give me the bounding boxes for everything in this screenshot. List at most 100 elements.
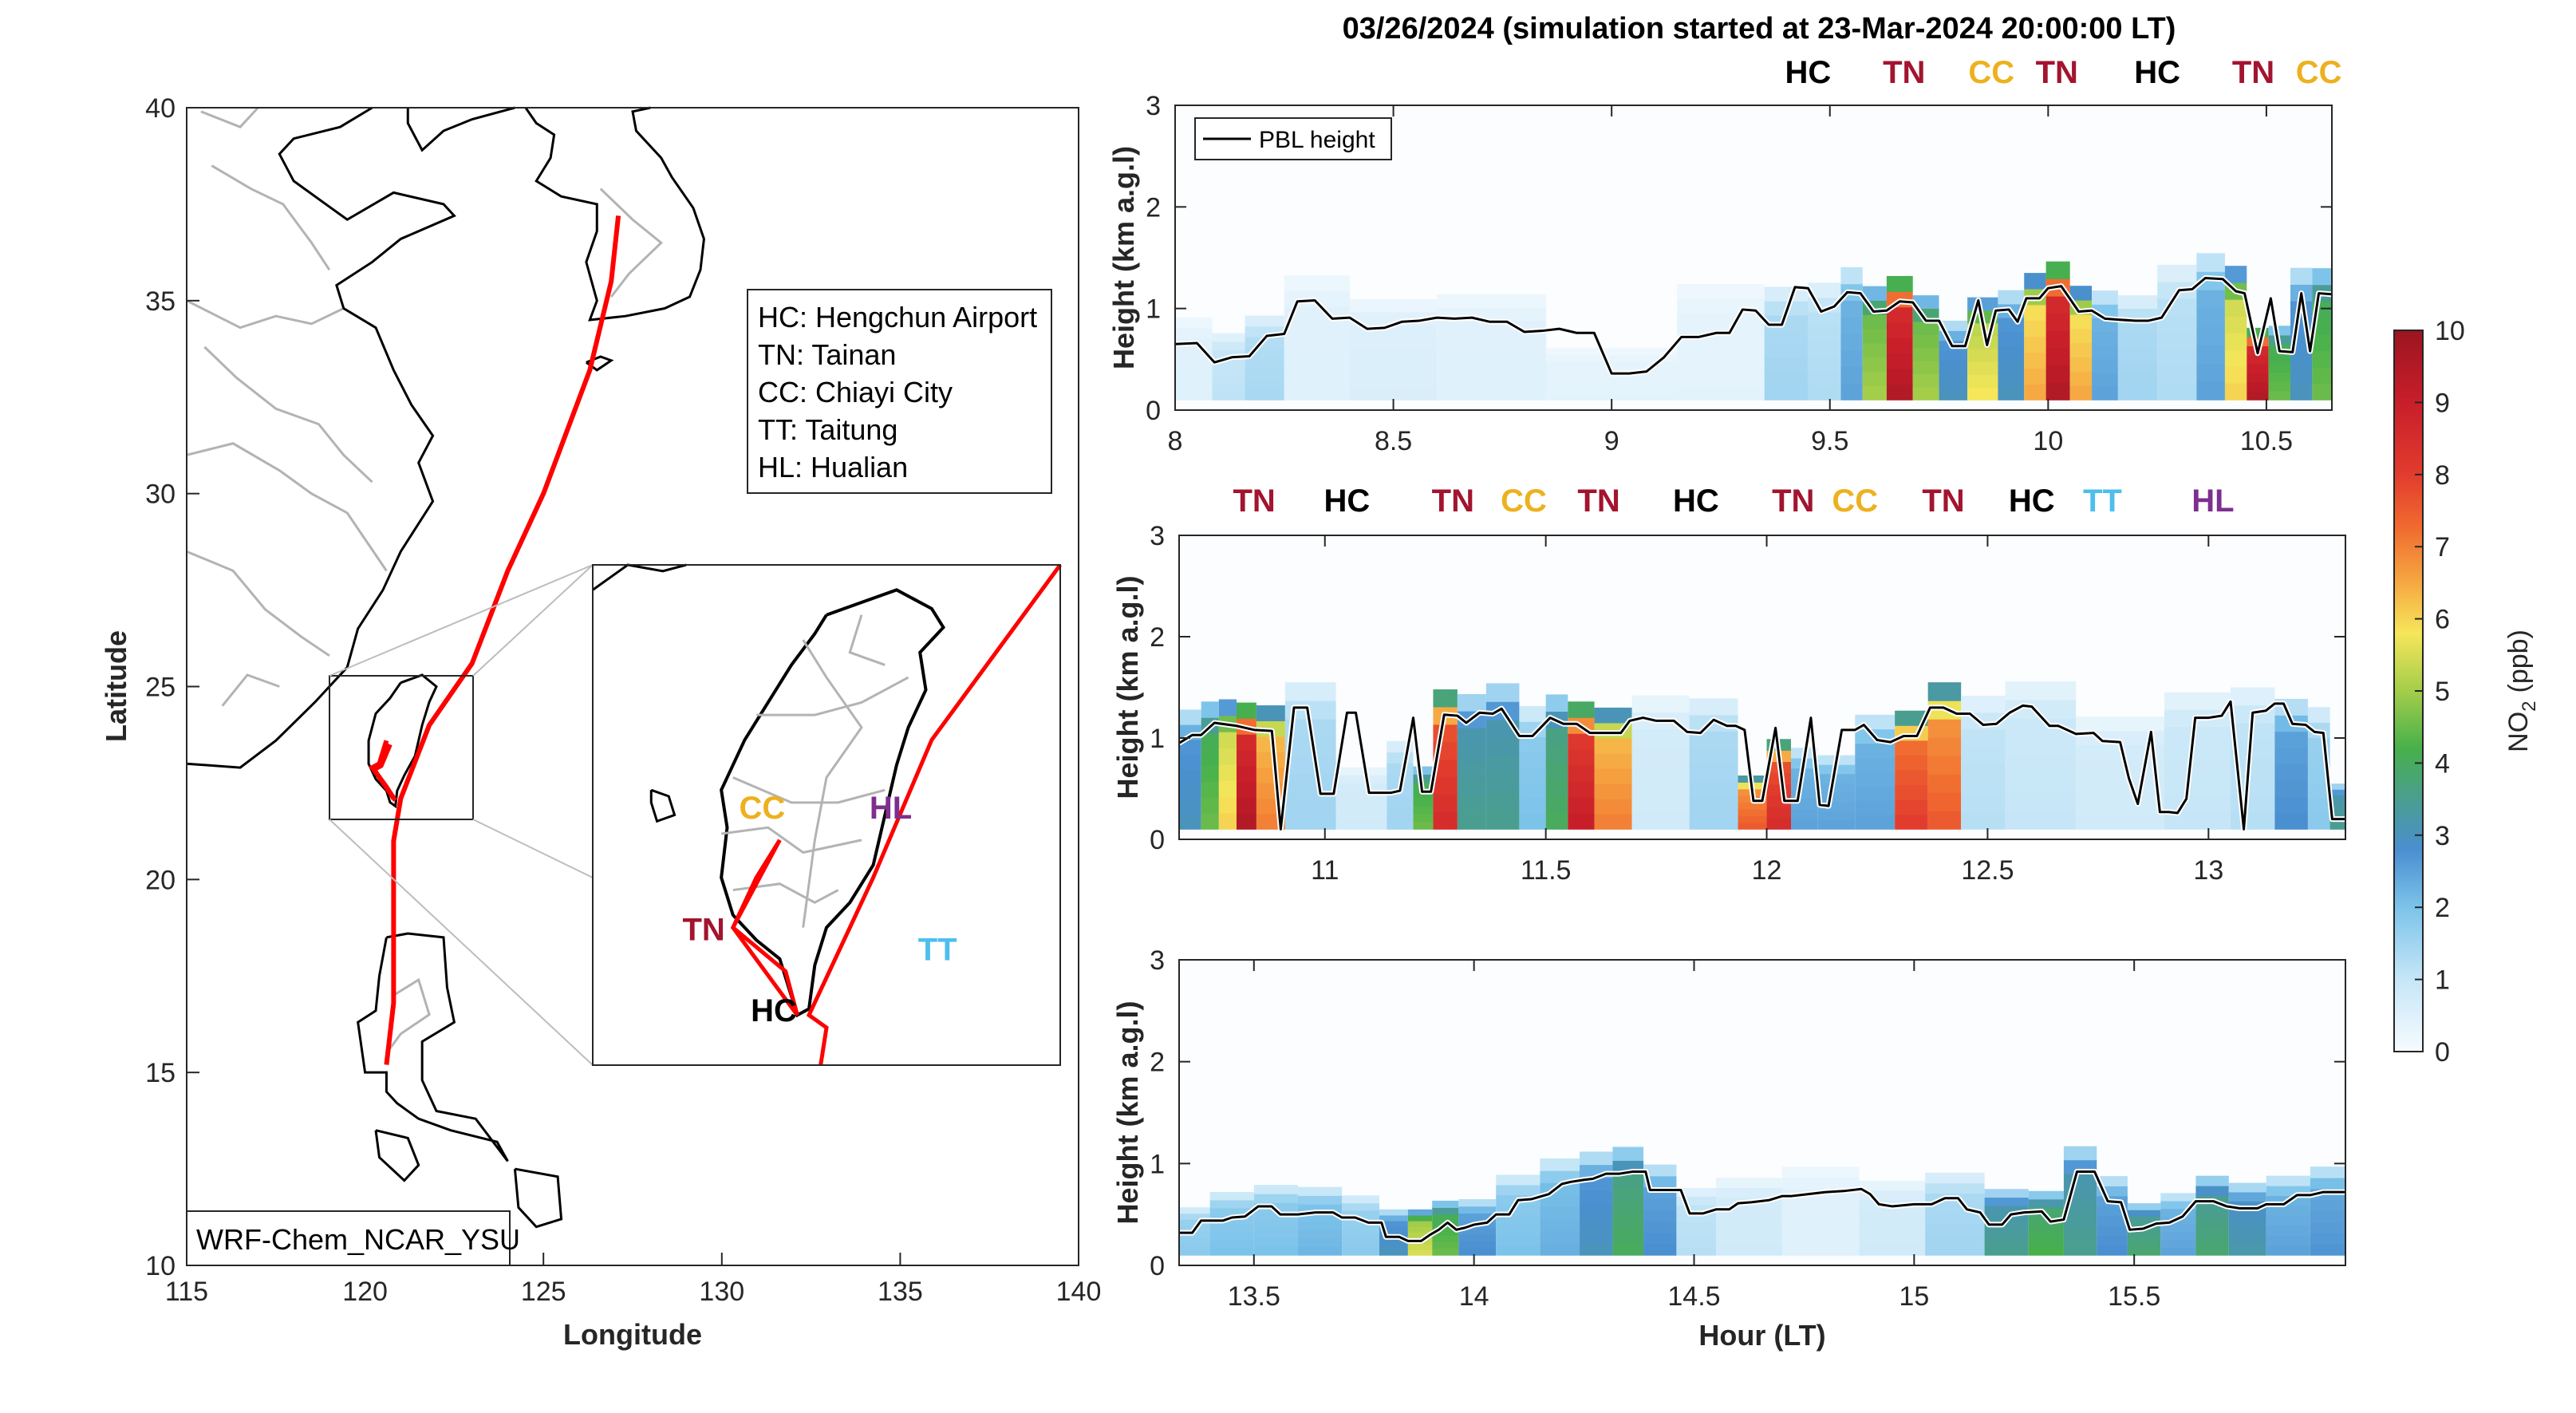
no2-cell [1342, 1225, 1380, 1233]
no2-cell [1716, 1216, 1782, 1227]
no2-cell [1840, 334, 1863, 351]
no2-cell [1689, 747, 1738, 764]
no2-cell [1413, 813, 1434, 822]
no2-cell [1457, 744, 1486, 763]
colorbar-label-main: NO [2503, 712, 2534, 752]
no2-cell [1738, 815, 1767, 823]
no2-cell [1342, 1233, 1380, 1241]
colorbar-tick-label: 1 [2435, 965, 2450, 996]
x-tick-label: 13 [2193, 855, 2223, 886]
no2-cell [1927, 792, 1962, 811]
no2-cell [1496, 1184, 1540, 1196]
no2-cell [2097, 1206, 2128, 1217]
no2-cell [2196, 363, 2225, 382]
no2-cell [1939, 389, 1968, 401]
no2-cell [1349, 361, 1438, 376]
no2-cell [1594, 707, 1632, 724]
no2-cell [1179, 1213, 1210, 1220]
no2-cell [1840, 300, 1863, 318]
map-x-tick-label: 125 [521, 1277, 566, 1307]
no2-cell [1677, 313, 1765, 329]
no2-cell [1387, 763, 1414, 775]
no2-cell [1437, 347, 1547, 361]
map-y-tick-label: 10 [145, 1251, 176, 1281]
no2-cell [2231, 687, 2275, 706]
no2-cell [2228, 1218, 2266, 1229]
no2-cell [1689, 698, 1738, 716]
no2-cell [1967, 361, 1998, 375]
no2-cell [2164, 726, 2231, 744]
no2-cell [2157, 332, 2197, 350]
no2-cell [1676, 1187, 1717, 1198]
no2-cell [1967, 374, 1998, 388]
no2-cell [1179, 739, 1201, 756]
no2-cell [1201, 765, 1219, 782]
site-label-cc: CC [1832, 483, 1878, 519]
no2-cell [2164, 811, 2231, 830]
no2-cell [1297, 1221, 1343, 1230]
no2-cell [2045, 348, 2070, 366]
no2-cell [1676, 1213, 1717, 1222]
no2-cell [2307, 799, 2330, 815]
y-tick-label: 2 [1146, 192, 1161, 223]
no2-cell [2028, 1206, 2064, 1216]
no2-cell [2063, 1146, 2097, 1161]
no2-cell [1335, 806, 1387, 815]
coastline-luzon [357, 932, 509, 1162]
no2-cell [2164, 744, 2231, 762]
no2-cell [1342, 1247, 1380, 1256]
no2-cell [1457, 761, 1486, 780]
no2-cell [1284, 756, 1336, 775]
no2-cell [2274, 764, 2308, 781]
no2-cell [1984, 1197, 2029, 1206]
y-tick-label: 0 [1150, 825, 1165, 855]
no2-cell [1546, 373, 1678, 381]
no2-cell [2247, 390, 2269, 401]
x-tick-label: 14 [1459, 1281, 1489, 1312]
no2-cell [1437, 294, 1547, 308]
china-coastline [592, 563, 687, 591]
no2-cell [1643, 1221, 1677, 1233]
no2-cell [1545, 728, 1568, 746]
colorbar-tick-label: 5 [2435, 677, 2450, 707]
no2-cell [1859, 1236, 1926, 1247]
no2-cell [1236, 813, 1256, 830]
no2-cell [1766, 783, 1791, 796]
no2-cell [2092, 372, 2118, 387]
no2-cell [1781, 1233, 1860, 1245]
no2-cell [1458, 1199, 1497, 1207]
no2-cell [2160, 1232, 2196, 1241]
no2-cell [1545, 795, 1568, 813]
no2-cell [1998, 358, 2025, 373]
no2-cell [2092, 331, 2118, 346]
no2-cell [2274, 748, 2308, 765]
no2-cell [1676, 1238, 1717, 1248]
no2-cell [2069, 314, 2093, 330]
no2-cell [1342, 1240, 1380, 1249]
no2-cell [1781, 1199, 1860, 1212]
no2-cell [1859, 1227, 1926, 1237]
map-y-tick-label: 15 [145, 1058, 176, 1088]
no2-cell [1433, 689, 1458, 708]
no2-cell [1545, 778, 1568, 796]
no2-cell [2228, 1228, 2266, 1238]
no2-cell [1790, 819, 1818, 830]
no2-cell [2069, 371, 2093, 386]
site-legend-box [747, 289, 1052, 494]
x-tick-label: 10.5 [2240, 426, 2293, 456]
no2-cell [2224, 299, 2247, 317]
no2-cell [2024, 368, 2046, 385]
no2-cell [1967, 335, 1998, 349]
no2-cell [1212, 349, 1245, 359]
inset-connector-line [329, 564, 594, 677]
no2-cell [1738, 809, 1767, 816]
no2-cell [1545, 761, 1568, 780]
no2-cell [1676, 1222, 1717, 1231]
no2-cell [2024, 320, 2046, 337]
no2-cell [1284, 774, 1336, 793]
no2-cell [1209, 1223, 1254, 1233]
no2-cell [2196, 308, 2225, 327]
no2-cell [2196, 326, 2225, 345]
no2-cell [1895, 799, 1928, 815]
